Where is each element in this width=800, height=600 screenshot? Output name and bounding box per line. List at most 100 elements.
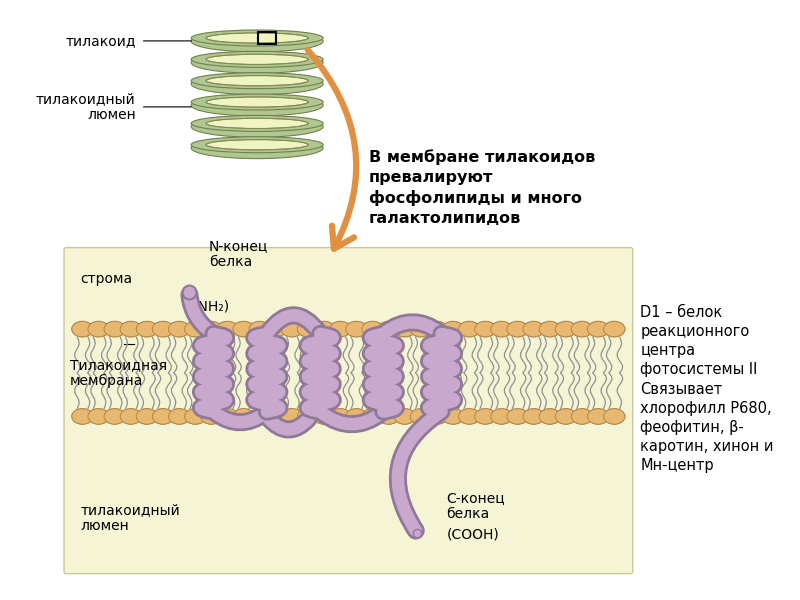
Ellipse shape (120, 409, 142, 424)
Ellipse shape (362, 409, 383, 424)
Ellipse shape (298, 409, 318, 424)
Ellipse shape (136, 322, 158, 337)
Ellipse shape (201, 322, 222, 337)
Ellipse shape (136, 322, 158, 337)
Ellipse shape (539, 409, 561, 424)
Ellipse shape (152, 409, 174, 424)
Ellipse shape (169, 409, 190, 424)
Text: Тилакоидная
мембрана: Тилакоидная мембрана (70, 358, 167, 388)
Ellipse shape (490, 322, 512, 337)
Ellipse shape (185, 409, 206, 424)
Ellipse shape (394, 409, 415, 424)
Ellipse shape (458, 409, 480, 424)
Ellipse shape (206, 118, 308, 128)
Ellipse shape (555, 409, 577, 424)
Ellipse shape (571, 409, 593, 424)
Ellipse shape (233, 322, 254, 337)
Ellipse shape (539, 409, 561, 424)
Ellipse shape (539, 322, 561, 337)
Ellipse shape (571, 322, 593, 337)
Ellipse shape (191, 52, 323, 73)
Ellipse shape (410, 409, 431, 424)
Ellipse shape (362, 322, 383, 337)
Ellipse shape (426, 409, 448, 424)
Ellipse shape (555, 322, 577, 337)
Ellipse shape (571, 409, 593, 424)
FancyArrowPatch shape (190, 295, 211, 332)
FancyArrowPatch shape (386, 322, 439, 332)
Ellipse shape (233, 409, 254, 424)
Ellipse shape (474, 409, 496, 424)
Ellipse shape (104, 322, 126, 337)
Ellipse shape (394, 322, 415, 337)
Ellipse shape (136, 409, 158, 424)
Ellipse shape (104, 409, 126, 424)
Ellipse shape (603, 322, 625, 337)
Ellipse shape (265, 322, 286, 337)
Text: В мембране тилакоидов
превалируют
фосфолипиды и много
галактолипидов: В мембране тилакоидов превалируют фосфол… (369, 149, 595, 226)
Ellipse shape (426, 322, 448, 337)
Ellipse shape (88, 322, 110, 337)
Ellipse shape (249, 409, 270, 424)
Ellipse shape (603, 409, 625, 424)
FancyArrowPatch shape (269, 315, 318, 332)
FancyArrowPatch shape (322, 413, 381, 424)
Ellipse shape (265, 409, 286, 424)
Text: (COOH): (COOH) (446, 527, 499, 541)
Ellipse shape (120, 409, 142, 424)
FancyArrowPatch shape (307, 50, 356, 249)
Ellipse shape (72, 409, 93, 424)
Ellipse shape (539, 322, 561, 337)
Ellipse shape (217, 409, 238, 424)
Ellipse shape (104, 409, 126, 424)
Ellipse shape (330, 322, 351, 337)
Ellipse shape (217, 322, 238, 337)
Ellipse shape (206, 97, 308, 107)
Ellipse shape (120, 322, 142, 337)
Text: C-конец
белка: C-конец белка (446, 491, 505, 521)
Ellipse shape (298, 322, 318, 337)
FancyArrowPatch shape (269, 419, 309, 430)
Ellipse shape (249, 322, 270, 337)
Ellipse shape (282, 322, 302, 337)
Ellipse shape (152, 409, 174, 424)
Text: тилакоид: тилакоид (66, 34, 136, 48)
Ellipse shape (191, 73, 323, 95)
Ellipse shape (282, 409, 302, 424)
Ellipse shape (169, 322, 190, 337)
Ellipse shape (191, 31, 323, 52)
FancyArrowPatch shape (269, 419, 309, 430)
Ellipse shape (442, 409, 464, 424)
Ellipse shape (458, 409, 480, 424)
Ellipse shape (206, 140, 308, 150)
Ellipse shape (206, 76, 308, 86)
Ellipse shape (104, 322, 126, 337)
Ellipse shape (330, 409, 351, 424)
FancyArrowPatch shape (190, 295, 211, 332)
Ellipse shape (507, 322, 528, 337)
Ellipse shape (571, 322, 593, 337)
Ellipse shape (474, 322, 496, 337)
Ellipse shape (587, 409, 609, 424)
Text: N-конец
белка: N-конец белка (209, 239, 268, 269)
Ellipse shape (152, 322, 174, 337)
Text: тилакоидный
люмен: тилакоидный люмен (36, 92, 136, 122)
Ellipse shape (298, 409, 318, 424)
Ellipse shape (442, 322, 464, 337)
FancyArrowPatch shape (398, 413, 439, 530)
Ellipse shape (410, 322, 431, 337)
Ellipse shape (362, 409, 383, 424)
Ellipse shape (346, 409, 367, 424)
Ellipse shape (120, 322, 142, 337)
Ellipse shape (191, 116, 323, 137)
Ellipse shape (185, 409, 206, 424)
Ellipse shape (191, 52, 323, 67)
Ellipse shape (185, 322, 206, 337)
Ellipse shape (523, 409, 544, 424)
FancyArrowPatch shape (398, 413, 439, 530)
Ellipse shape (490, 322, 512, 337)
Ellipse shape (206, 33, 308, 43)
Ellipse shape (191, 115, 323, 131)
Ellipse shape (555, 322, 577, 337)
Text: тилакоидный
люмен: тилакоидный люмен (81, 503, 180, 533)
